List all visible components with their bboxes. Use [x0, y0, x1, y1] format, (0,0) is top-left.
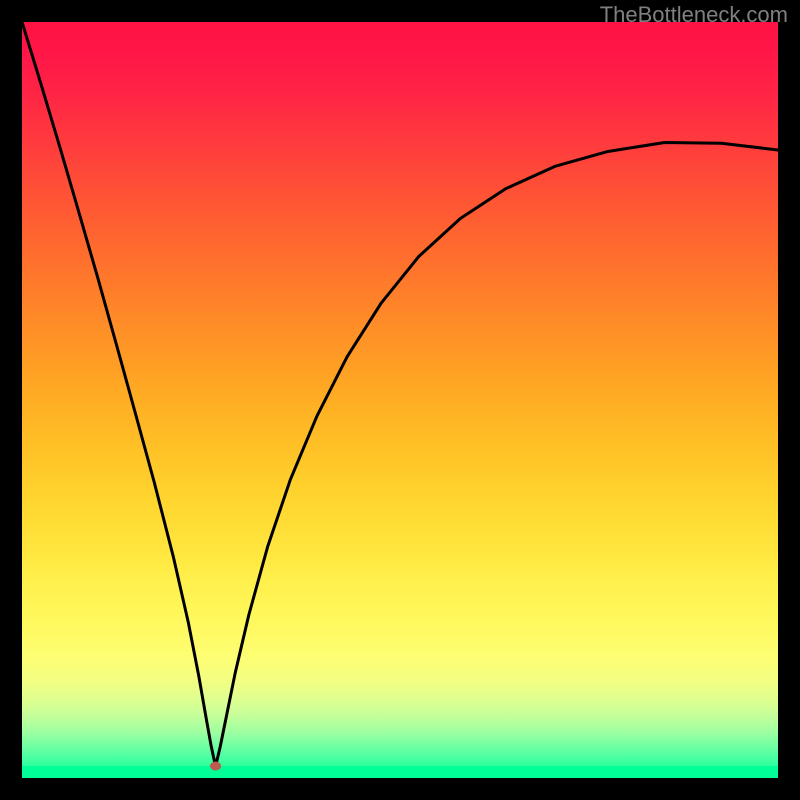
minimum-marker [210, 762, 221, 771]
plot-background [22, 22, 778, 778]
watermark-text: TheBottleneck.com [600, 2, 788, 28]
bottleneck-chart [0, 0, 800, 800]
chart-wrapper: TheBottleneck.com [0, 0, 800, 800]
bottom-green-strip [22, 766, 778, 778]
